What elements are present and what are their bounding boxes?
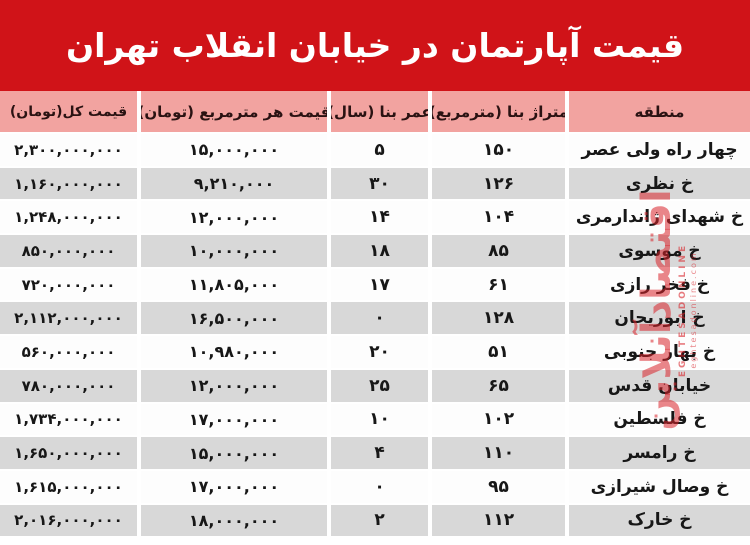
cell-total_price: ۸۵۰,۰۰۰,۰۰۰	[0, 235, 137, 267]
table-row: خ نظری ۱۲۶ ۳۰ ۹,۲۱۰,۰۰۰ ۱,۱۶۰,۰۰۰,۰۰۰	[0, 167, 750, 200]
cell-age: ۱۰	[331, 403, 428, 436]
cell-region: چهار راه ولی عصر	[569, 134, 750, 166]
cell-total_price: ۱,۶۱۵,۰۰۰,۰۰۰	[0, 470, 137, 503]
title-banner: قیمت آپارتمان در خیابان انقلاب تهران	[0, 0, 750, 91]
cell-age: ۱۷	[331, 268, 428, 301]
column-header-region: منطقه	[569, 91, 750, 132]
cell-area: ۹۵	[432, 470, 565, 503]
price-table: منطقه متراژ بنا (مترمربع) عمر بنا (سال) قیم…	[0, 91, 750, 537]
table-row: خ موسوی ۸۵ ۱۸ ۱۰,۰۰۰,۰۰۰ ۸۵۰,۰۰۰,۰۰۰	[0, 235, 750, 267]
cell-total_price: ۱,۲۴۸,۰۰۰,۰۰۰	[0, 201, 137, 234]
cell-price_per_m2: ۱۶,۵۰۰,۰۰۰	[141, 302, 327, 335]
table-row: چهار راه ولی عصر ۱۵۰ ۵ ۱۵,۰۰۰,۰۰۰ ۲,۳۰۰,۰۰۰,…	[0, 134, 750, 166]
cell-age: ۲۵	[331, 369, 428, 402]
cell-area: ۱۲۸	[432, 302, 565, 335]
cell-age: ۱۴	[331, 201, 428, 234]
cell-total_price: ۲,۰۱۶,۰۰۰,۰۰۰	[0, 504, 137, 537]
cell-region: خ نظری	[569, 167, 750, 200]
table-body: چهار راه ولی عصر ۱۵۰ ۵ ۱۵,۰۰۰,۰۰۰ ۲,۳۰۰,۰۰۰,…	[0, 134, 750, 537]
table-row: خ رامسر ۱۱۰ ۴ ۱۵,۰۰۰,۰۰۰ ۱,۶۵۰,۰۰۰,۰۰۰	[0, 437, 750, 469]
cell-region: خ ابوریحان	[569, 302, 750, 335]
cell-region: خ بهار جنوبی	[569, 336, 750, 368]
table-row: خ وصال شیرازی ۹۵ ۰ ۱۷,۰۰۰,۰۰۰ ۱,۶۱۵,۰۰۰,۰۰۰	[0, 470, 750, 503]
cell-price_per_m2: ۱۰,۰۰۰,۰۰۰	[141, 235, 327, 267]
cell-region: خ موسوی	[569, 235, 750, 267]
cell-age: ۲۰	[331, 336, 428, 368]
cell-region: خ وصال شیرازی	[569, 470, 750, 503]
column-header-age: عمر بنا (سال)	[331, 91, 428, 132]
cell-total_price: ۵۶۰,۰۰۰,۰۰۰	[0, 336, 137, 368]
cell-total_price: ۲,۳۰۰,۰۰۰,۰۰۰	[0, 134, 137, 166]
cell-age: ۱۸	[331, 235, 428, 267]
cell-price_per_m2: ۱۸,۰۰۰,۰۰۰	[141, 504, 327, 537]
cell-price_per_m2: ۱۷,۰۰۰,۰۰۰	[141, 470, 327, 503]
table-row: خ خارک ۱۱۲ ۲ ۱۸,۰۰۰,۰۰۰ ۲,۰۱۶,۰۰۰,۰۰۰	[0, 504, 750, 537]
cell-area: ۶۵	[432, 369, 565, 402]
cell-price_per_m2: ۱۲,۰۰۰,۰۰۰	[141, 369, 327, 402]
cell-area: ۱۰۲	[432, 403, 565, 436]
cell-area: ۱۱۰	[432, 437, 565, 469]
cell-area: ۱۰۴	[432, 201, 565, 234]
cell-area: ۵۱	[432, 336, 565, 368]
cell-total_price: ۲,۱۱۲,۰۰۰,۰۰۰	[0, 302, 137, 335]
table-header-row: منطقه متراژ بنا (مترمربع) عمر بنا (سال) قیم…	[0, 91, 750, 132]
cell-price_per_m2: ۱۱,۸۰۵,۰۰۰	[141, 268, 327, 301]
cell-price_per_m2: ۱۰,۹۸۰,۰۰۰	[141, 336, 327, 368]
cell-price_per_m2: ۱۲,۰۰۰,۰۰۰	[141, 201, 327, 234]
table-row: خیابان قدس ۶۵ ۲۵ ۱۲,۰۰۰,۰۰۰ ۷۸۰,۰۰۰,۰۰۰	[0, 369, 750, 402]
cell-area: ۶۱	[432, 268, 565, 301]
cell-area: ۱۲۶	[432, 167, 565, 200]
cell-price_per_m2: ۹,۲۱۰,۰۰۰	[141, 167, 327, 200]
table-row: خ بهار جنوبی ۵۱ ۲۰ ۱۰,۹۸۰,۰۰۰ ۵۶۰,۰۰۰,۰۰۰	[0, 336, 750, 368]
cell-age: ۲	[331, 504, 428, 537]
cell-age: ۳۰	[331, 167, 428, 200]
cell-region: خ فخر رازی	[569, 268, 750, 301]
column-header-price_per_m2: قیمت هر مترمربع (تومان)	[141, 91, 327, 132]
column-header-total_price: قیمت کل(تومان)	[0, 91, 137, 132]
page-title: قیمت آپارتمان در خیابان انقلاب تهران	[65, 26, 685, 65]
cell-area: ۸۵	[432, 235, 565, 267]
cell-region: خ خارک	[569, 504, 750, 537]
cell-region: خ رامسر	[569, 437, 750, 469]
cell-total_price: ۱,۷۳۴,۰۰۰,۰۰۰	[0, 403, 137, 436]
cell-age: ۴	[331, 437, 428, 469]
cell-region: خ فلسطین	[569, 403, 750, 436]
cell-total_price: ۱,۱۶۰,۰۰۰,۰۰۰	[0, 167, 137, 200]
table-row: خ ابوریحان ۱۲۸ ۰ ۱۶,۵۰۰,۰۰۰ ۲,۱۱۲,۰۰۰,۰۰۰	[0, 302, 750, 335]
cell-age: ۰	[331, 470, 428, 503]
cell-age: ۵	[331, 134, 428, 166]
table-row: خ فخر رازی ۶۱ ۱۷ ۱۱,۸۰۵,۰۰۰ ۷۲۰,۰۰۰,۰۰۰	[0, 268, 750, 301]
cell-age: ۰	[331, 302, 428, 335]
cell-price_per_m2: ۱۷,۰۰۰,۰۰۰	[141, 403, 327, 436]
table-row: خ فلسطین ۱۰۲ ۱۰ ۱۷,۰۰۰,۰۰۰ ۱,۷۳۴,۰۰۰,۰۰۰	[0, 403, 750, 436]
cell-price_per_m2: ۱۵,۰۰۰,۰۰۰	[141, 437, 327, 469]
cell-area: ۱۱۲	[432, 504, 565, 537]
cell-total_price: ۱,۶۵۰,۰۰۰,۰۰۰	[0, 437, 137, 469]
cell-total_price: ۷۸۰,۰۰۰,۰۰۰	[0, 369, 137, 402]
cell-price_per_m2: ۱۵,۰۰۰,۰۰۰	[141, 134, 327, 166]
cell-region: خ شهدای ژاندارمری	[569, 201, 750, 234]
cell-region: خیابان قدس	[569, 369, 750, 402]
column-header-area: متراژ بنا (مترمربع)	[432, 91, 565, 132]
cell-area: ۱۵۰	[432, 134, 565, 166]
cell-total_price: ۷۲۰,۰۰۰,۰۰۰	[0, 268, 137, 301]
table-row: خ شهدای ژاندارمری ۱۰۴ ۱۴ ۱۲,۰۰۰,۰۰۰ ۱,۲۴۸,۰۰…	[0, 201, 750, 234]
